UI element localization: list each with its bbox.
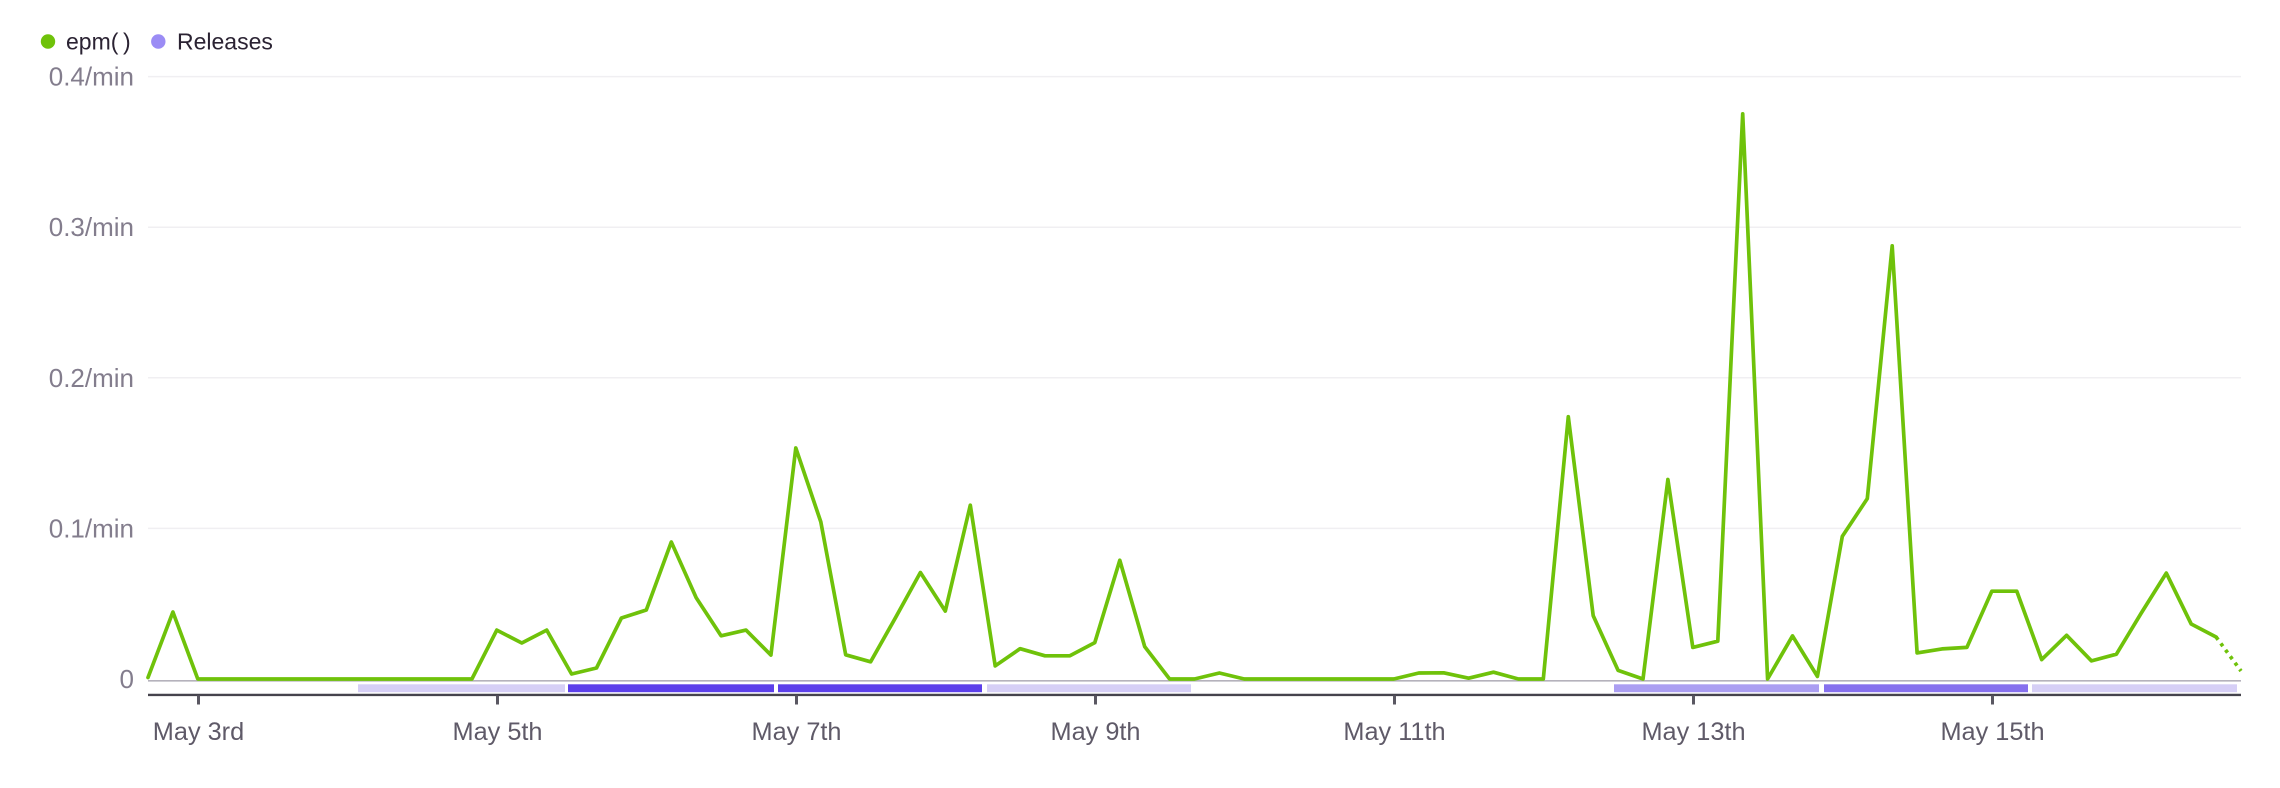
svg-text:Releases: Releases [177,29,273,55]
svg-text:0: 0 [120,664,134,694]
svg-text:May 13th: May 13th [1641,718,1745,746]
svg-text:0.4/min: 0.4/min [49,62,134,92]
svg-text:May 9th: May 9th [1051,718,1141,746]
svg-text:epm( ): epm( ) [66,29,131,55]
svg-text:May 11th: May 11th [1343,718,1445,746]
svg-text:May 15th: May 15th [1940,718,2044,746]
svg-text:0.1/min: 0.1/min [49,513,134,543]
svg-text:0.2/min: 0.2/min [49,363,134,393]
svg-text:May 3rd: May 3rd [153,718,244,746]
svg-text:May 7th: May 7th [752,718,842,746]
svg-text:0.3/min: 0.3/min [49,212,134,242]
svg-text:May 5th: May 5th [453,718,543,746]
